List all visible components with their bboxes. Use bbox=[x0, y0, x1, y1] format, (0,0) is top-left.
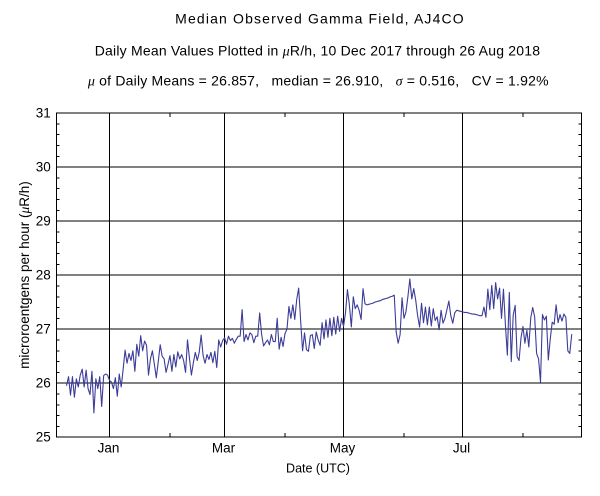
svg-text:30: 30 bbox=[36, 159, 51, 174]
svg-text:Jul: Jul bbox=[453, 441, 470, 456]
svg-text:28: 28 bbox=[36, 267, 51, 282]
svg-text:Date (UTC): Date (UTC) bbox=[286, 461, 350, 475]
svg-text:27: 27 bbox=[36, 321, 51, 336]
svg-text:Jan: Jan bbox=[98, 441, 120, 456]
svg-text:Median Observed Gamma Field, A: Median Observed Gamma Field, AJ4CO bbox=[175, 11, 465, 27]
svg-text:Daily Mean Values Plotted in μ: Daily Mean Values Plotted in μR/h, 10 De… bbox=[95, 43, 541, 60]
svg-text:29: 29 bbox=[36, 213, 51, 228]
svg-text:May: May bbox=[330, 441, 356, 456]
svg-text:Mar: Mar bbox=[212, 441, 236, 456]
svg-text:μ of Daily Means = 26.857, m: μ of Daily Means = 26.857, median = 26.9… bbox=[87, 73, 549, 90]
svg-text:26: 26 bbox=[36, 375, 51, 390]
svg-text:31: 31 bbox=[36, 105, 51, 120]
svg-text:25: 25 bbox=[36, 429, 51, 444]
svg-text:microroentgens per hour (μR/h): microroentgens per hour (μR/h) bbox=[17, 181, 32, 369]
